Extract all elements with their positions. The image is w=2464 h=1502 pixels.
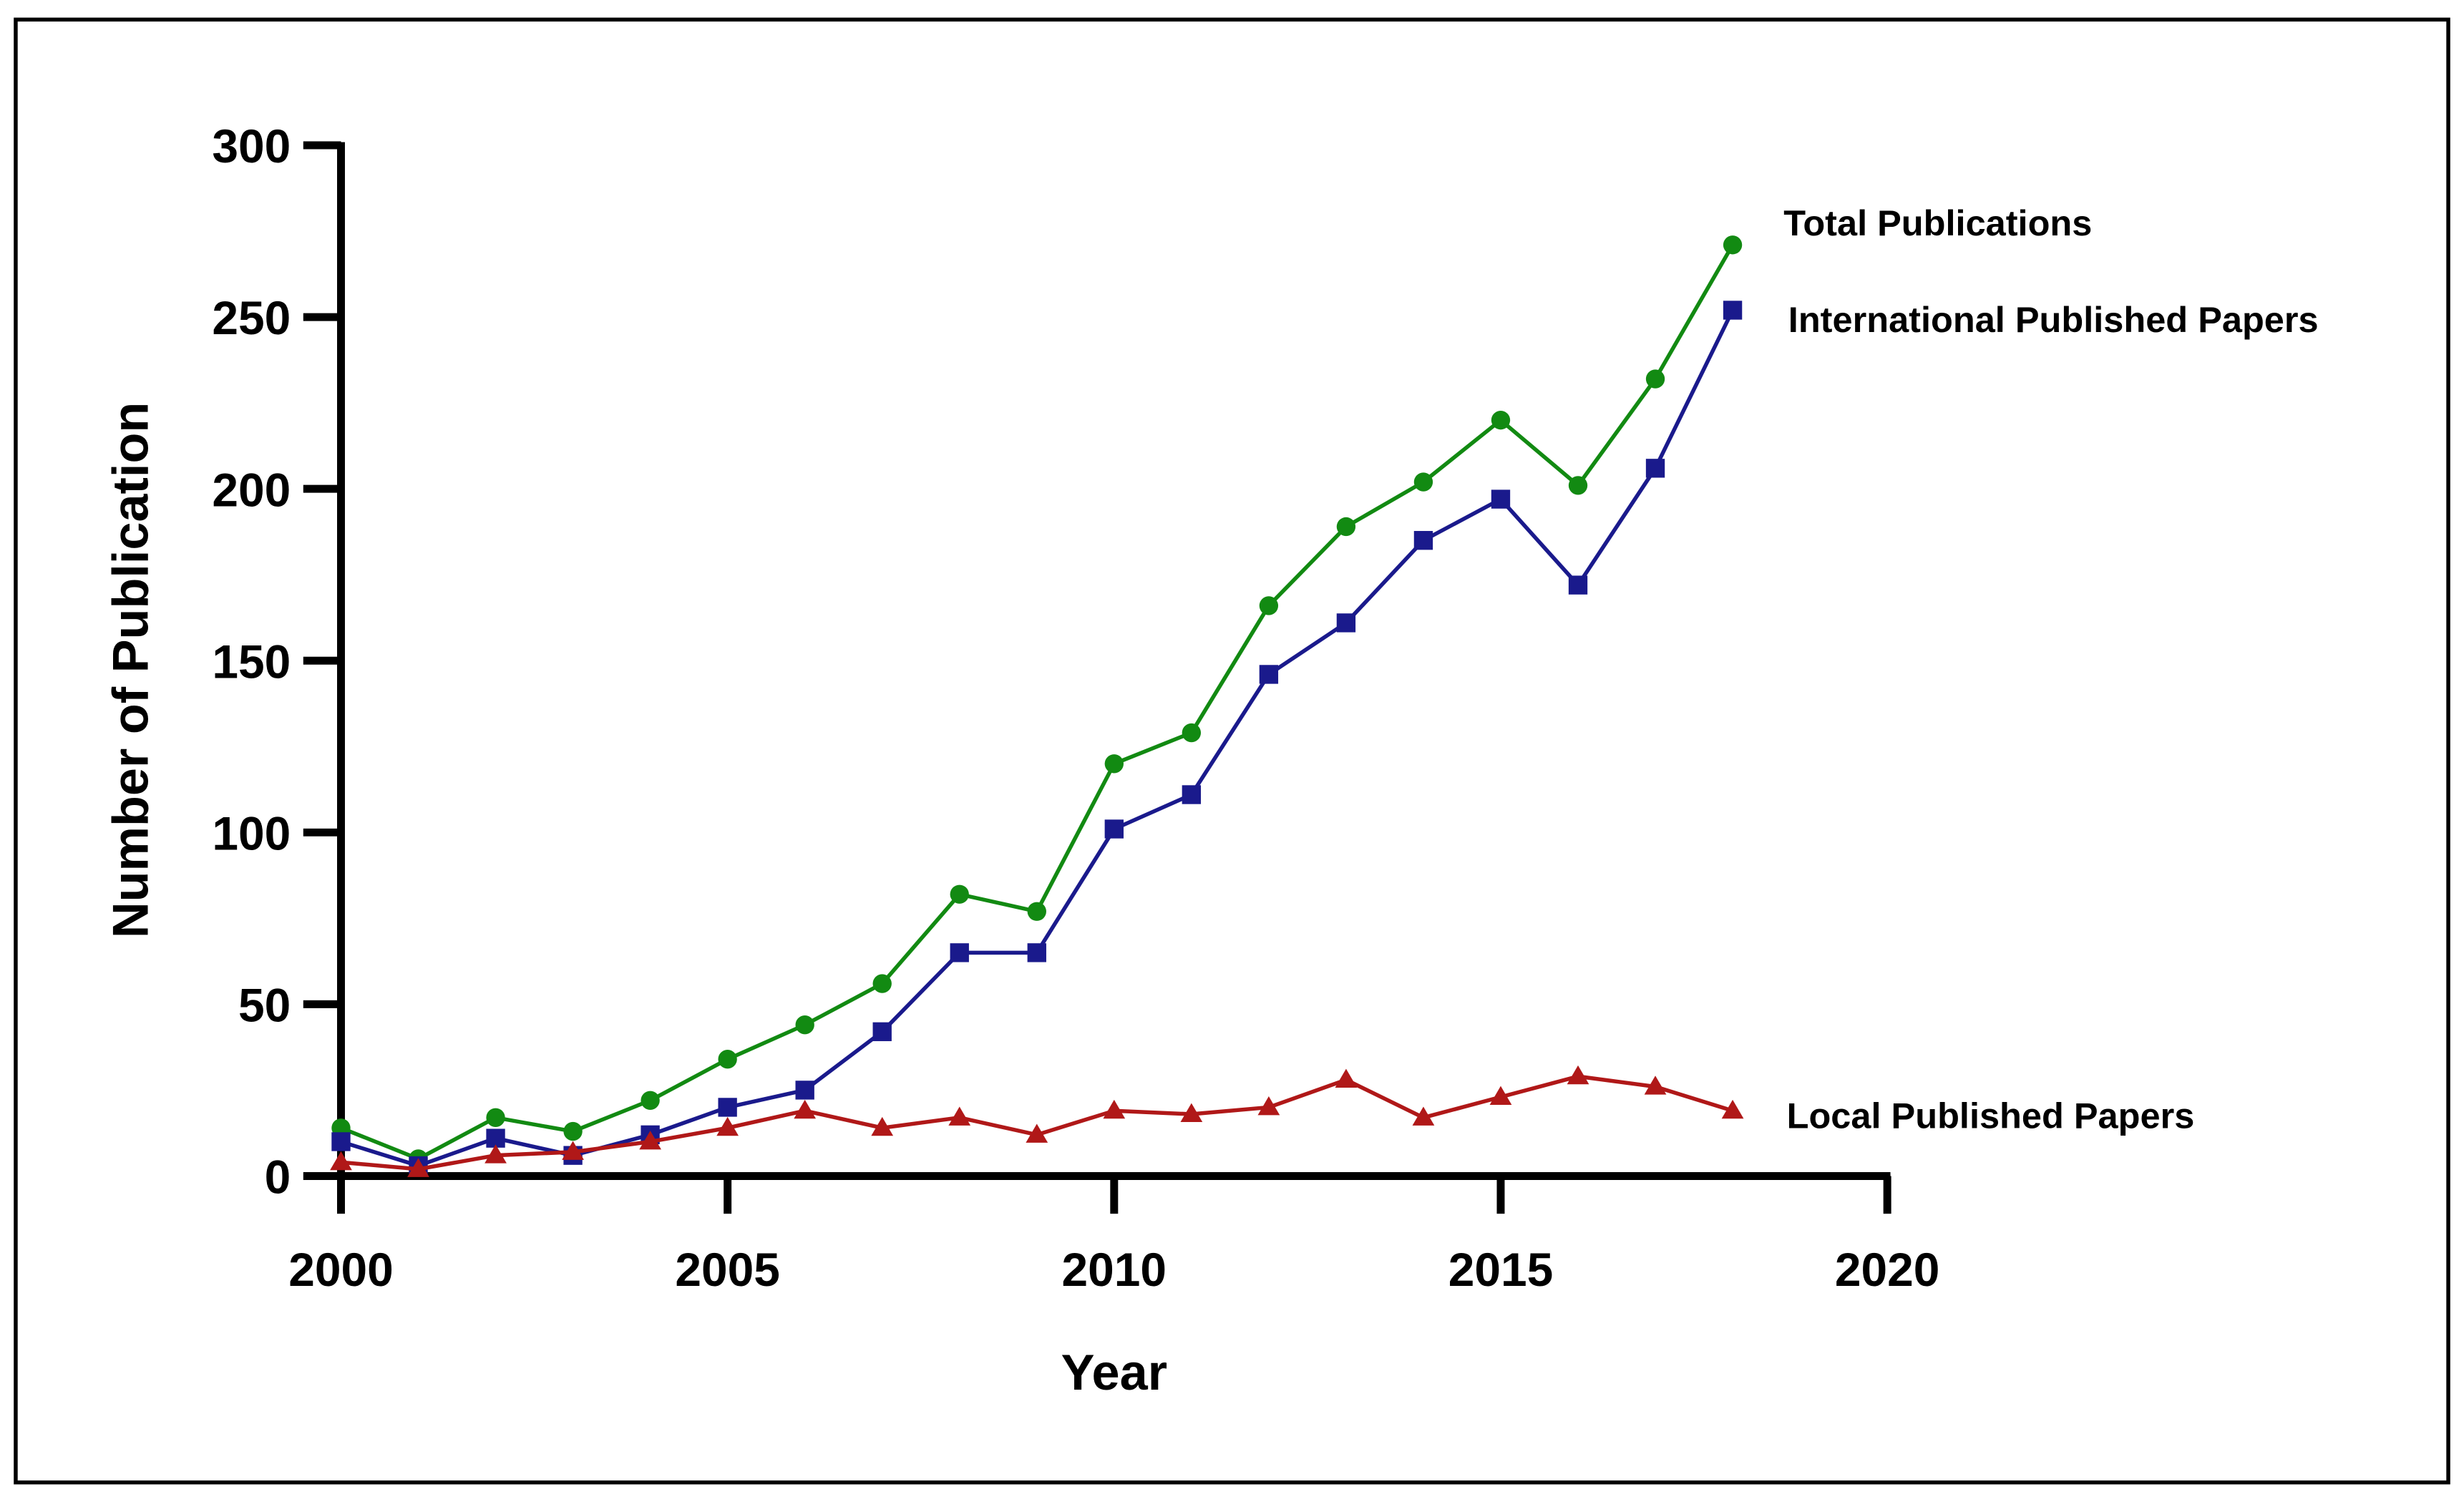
y-tick-label: 150	[212, 635, 291, 688]
y-axis-label: Number of Publication	[102, 402, 158, 938]
series-international-published-papers: International Published Papers	[331, 299, 2319, 1176]
data-point-triangle	[1644, 1076, 1667, 1095]
data-point-triangle	[484, 1144, 507, 1164]
x-tick-label: 2010	[1062, 1243, 1167, 1296]
series-group: Total Publications International Publishe…	[330, 203, 2319, 1177]
data-point-circle	[1645, 369, 1665, 389]
data-point-triangle	[639, 1131, 661, 1150]
data-point-square	[718, 1098, 737, 1117]
y-tick-label: 0	[265, 1151, 291, 1204]
data-point-square	[1723, 301, 1743, 320]
data-point-triangle	[562, 1141, 584, 1160]
data-point-circle	[1491, 410, 1511, 430]
y-tick-label: 300	[212, 120, 291, 172]
data-point-triangle	[1335, 1068, 1358, 1088]
x-tick-label: 2020	[1835, 1243, 1940, 1296]
data-point-circle	[1104, 754, 1124, 774]
series-label: Local Published Papers	[1787, 1095, 2195, 1136]
data-point-circle	[1182, 723, 1202, 743]
data-point-circle	[563, 1121, 583, 1141]
data-point-square	[872, 1022, 892, 1041]
data-point-circle	[1027, 902, 1046, 921]
x-tick-label: 2005	[675, 1243, 780, 1296]
data-point-circle	[718, 1050, 737, 1069]
series-label: International Published Papers	[1788, 299, 2319, 340]
data-point-square	[1336, 613, 1356, 633]
data-point-triangle	[407, 1158, 429, 1177]
data-point-circle	[1259, 596, 1279, 615]
x-axis-label: Year	[1061, 1344, 1167, 1400]
data-point-circle	[641, 1091, 660, 1111]
data-point-square	[1491, 489, 1511, 509]
data-point-square	[1104, 819, 1124, 839]
y-tick-label: 250	[212, 291, 291, 344]
data-point-triangle	[1257, 1096, 1280, 1116]
y-tick-label: 200	[212, 463, 291, 516]
data-point-circle	[1413, 472, 1433, 492]
data-point-square	[1182, 785, 1202, 804]
data-point-triangle	[1412, 1106, 1435, 1126]
y-tick-label: 50	[238, 979, 291, 1032]
data-point-circle	[1723, 235, 1743, 255]
data-point-circle	[950, 884, 969, 904]
data-point-triangle	[1026, 1123, 1048, 1143]
data-point-circle	[795, 1015, 814, 1035]
y-tick-label: 100	[212, 806, 291, 859]
x-tick-label: 2015	[1448, 1243, 1554, 1296]
data-point-triangle	[330, 1151, 352, 1171]
data-point-square	[1413, 531, 1433, 550]
data-point-circle	[1336, 517, 1356, 537]
data-point-triangle	[1103, 1099, 1126, 1119]
data-point-square	[1259, 665, 1279, 684]
data-point-square	[1645, 459, 1665, 478]
data-point-square	[331, 1132, 351, 1151]
data-point-square	[1568, 575, 1588, 595]
series-label: Total Publications	[1783, 203, 2092, 243]
series-local-published-papers: Local Published Papers	[330, 1065, 2194, 1177]
data-point-triangle	[794, 1099, 817, 1119]
data-point-triangle	[1489, 1086, 1512, 1106]
axes: 0 50 100 150 200 250 300 2000 2005 2010 2015 2020	[212, 120, 1939, 1296]
figure-frame	[14, 17, 2450, 1485]
series-total-publications: Total Publications	[331, 203, 2092, 1169]
data-point-square	[950, 943, 969, 962]
data-point-square	[1027, 943, 1046, 962]
data-point-triangle	[948, 1106, 971, 1126]
data-point-circle	[872, 974, 892, 993]
data-point-triangle	[1180, 1103, 1203, 1123]
data-point-triangle	[1721, 1099, 1744, 1119]
data-point-triangle	[871, 1116, 894, 1136]
data-point-triangle	[716, 1116, 739, 1136]
data-point-circle	[486, 1108, 505, 1128]
data-point-circle	[1568, 476, 1588, 495]
x-tick-label: 2000	[288, 1243, 394, 1296]
data-point-square	[795, 1081, 814, 1100]
data-point-triangle	[1567, 1065, 1589, 1085]
